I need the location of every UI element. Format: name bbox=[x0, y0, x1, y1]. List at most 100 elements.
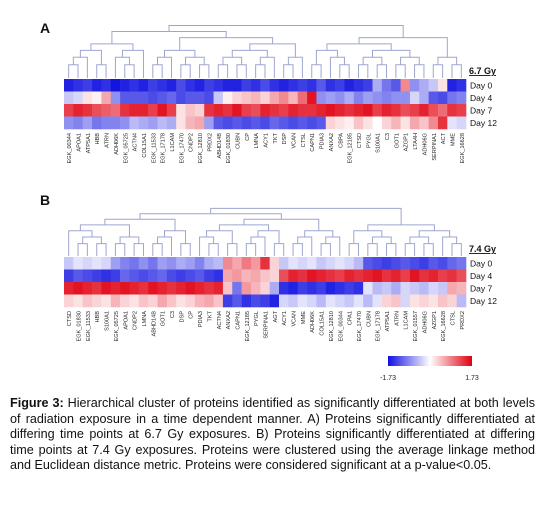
heatmap-cell bbox=[222, 294, 233, 308]
column-label: ACT bbox=[441, 132, 447, 144]
heatmap-cell bbox=[381, 91, 392, 105]
heatmap-cell bbox=[176, 79, 186, 92]
heatmap-cell bbox=[166, 282, 177, 295]
heatmap-cell bbox=[138, 104, 149, 117]
heatmap-cell bbox=[279, 104, 289, 117]
heatmap-cell bbox=[353, 294, 364, 308]
heatmap-cell bbox=[363, 104, 373, 117]
dendrogram-branch bbox=[227, 243, 238, 256]
heatmap-cell bbox=[64, 257, 74, 270]
heatmap-cell bbox=[110, 257, 121, 270]
column-label: ADH06G bbox=[422, 311, 428, 333]
heatmap-cell bbox=[157, 294, 168, 308]
heatmap-cell bbox=[260, 282, 270, 295]
heatmap-cell bbox=[335, 116, 345, 130]
column-label: CTSD bbox=[357, 133, 363, 148]
dendrogram-branch bbox=[437, 56, 458, 65]
heatmap-cell bbox=[213, 269, 224, 283]
heatmap-cell bbox=[279, 257, 289, 270]
dendrogram-branch bbox=[358, 37, 448, 58]
dendrogram-branch bbox=[199, 64, 210, 78]
heatmap-cell bbox=[204, 269, 214, 283]
heatmap-cell bbox=[288, 257, 299, 270]
heatmap-cell bbox=[344, 91, 355, 105]
row-label: Day 4 bbox=[470, 93, 492, 103]
column-label: EGK_12185 bbox=[348, 133, 354, 163]
heatmap-cell bbox=[335, 104, 345, 117]
heatmap-cell bbox=[92, 116, 102, 130]
dendrogram-branch bbox=[139, 213, 282, 220]
dendrogram-branch bbox=[273, 243, 285, 256]
legend-min-label: -1.73 bbox=[380, 375, 396, 382]
dendrogram-branch bbox=[121, 49, 144, 78]
heatmap-cell bbox=[391, 91, 401, 105]
heatmap-cell bbox=[391, 257, 401, 270]
heatmap-cell bbox=[363, 91, 373, 105]
column-label: APOA1 bbox=[123, 311, 129, 330]
dendrogram-branch bbox=[180, 243, 191, 256]
heatmap-cell bbox=[437, 104, 448, 117]
heatmap-cell bbox=[381, 294, 392, 308]
heatmap-cell bbox=[64, 104, 74, 117]
heatmap-cell bbox=[92, 91, 102, 105]
caption-text: Hierarchical cluster of proteins identif… bbox=[10, 396, 535, 473]
column-label: MME bbox=[450, 133, 456, 146]
column-label: CNDP2 bbox=[189, 133, 195, 152]
heatmap-cell bbox=[428, 269, 439, 283]
heatmap-cell bbox=[260, 116, 270, 130]
dendrogram-branch bbox=[133, 243, 144, 256]
dendrogram-branch bbox=[114, 56, 130, 78]
heatmap-cell bbox=[232, 104, 242, 117]
heatmap-cell bbox=[82, 104, 93, 117]
heatmap-cell bbox=[307, 269, 317, 283]
dendrogram-branch bbox=[326, 43, 392, 51]
heatmap-cell bbox=[213, 116, 224, 130]
dendrogram-branch bbox=[96, 64, 107, 78]
heatmap-cell bbox=[232, 282, 242, 295]
heatmap-cell bbox=[335, 91, 345, 105]
heatmap-cell bbox=[325, 116, 336, 130]
dendrogram-branch bbox=[372, 49, 411, 58]
heatmap-cell bbox=[297, 257, 308, 270]
column-label: HBB bbox=[95, 133, 101, 145]
heatmap-cell bbox=[110, 282, 121, 295]
heatmap-cell bbox=[194, 257, 205, 270]
heatmap-cell bbox=[185, 282, 196, 295]
column-label: CUBN bbox=[366, 311, 372, 327]
column-label: S100A1 bbox=[376, 133, 382, 153]
heatmap-cell bbox=[166, 79, 177, 92]
column-label: CBPA bbox=[338, 133, 344, 148]
heatmap-cell bbox=[269, 294, 280, 308]
legend-colorbar bbox=[388, 356, 472, 366]
heatmap-cell bbox=[64, 91, 74, 105]
row-label: Day 12 bbox=[470, 118, 497, 128]
heatmap-cell bbox=[232, 91, 242, 105]
heatmap-cell bbox=[73, 116, 83, 130]
heatmap-cell bbox=[335, 257, 345, 270]
heatmap-cell bbox=[344, 269, 355, 283]
heatmap-cell bbox=[428, 79, 439, 92]
heatmap-cell bbox=[325, 104, 336, 117]
heatmap-cell bbox=[307, 294, 317, 308]
heatmap-cell bbox=[185, 294, 196, 308]
heatmap-cell bbox=[363, 257, 373, 270]
heatmap-cell bbox=[353, 257, 364, 270]
heatmap-cell bbox=[325, 79, 336, 92]
column-label: ACTN4 bbox=[217, 311, 223, 329]
heatmap-cell bbox=[250, 269, 261, 283]
heatmap-cell bbox=[447, 269, 457, 283]
heatmap-cell bbox=[363, 79, 373, 92]
heatmap-cell bbox=[363, 282, 373, 295]
column-label: ANXA2 bbox=[226, 311, 232, 329]
heatmap-cell bbox=[353, 91, 364, 105]
column-label: ACTN4 bbox=[133, 133, 139, 151]
heatmap-cell bbox=[428, 257, 439, 270]
column-label: CNDP2 bbox=[133, 311, 139, 330]
heatmap-cell bbox=[269, 79, 280, 92]
heatmap-cell bbox=[110, 116, 121, 130]
column-label: PYGL bbox=[366, 133, 372, 148]
heatmap-cell bbox=[288, 269, 299, 283]
heatmap-cell bbox=[297, 79, 308, 92]
column-label: EGK_00344 bbox=[338, 311, 344, 341]
column-label: EGK_01830 bbox=[226, 133, 232, 163]
